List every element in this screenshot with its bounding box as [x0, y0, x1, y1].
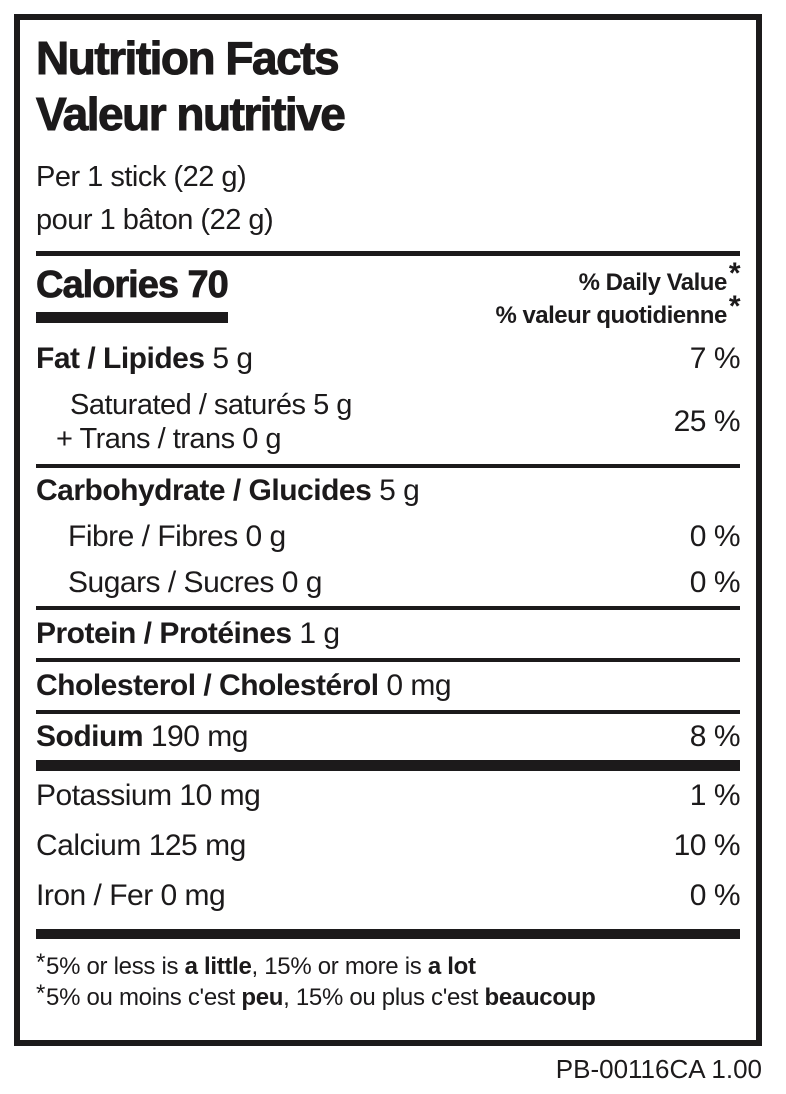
sugars-label: Sugars / Sucres 0 g [68, 566, 322, 599]
spacer [36, 921, 740, 929]
protein-name: Protein / Protéines [36, 617, 292, 650]
daily-value-header: % Daily Value* % valeur quotidienne* [495, 258, 741, 331]
footnote-fr-text: 5% ou moins c'est [46, 984, 242, 1011]
fat-label: Fat / Lipides 5 g [36, 342, 253, 376]
row-saturated-trans: Saturated / saturés 5 g + Trans / trans … [36, 382, 741, 464]
footnote-en-bold-a-little: a little [184, 953, 252, 980]
serving-size-french: pour 1 bâton (22 g) [36, 204, 274, 236]
title-french: Valeur nutritive [36, 88, 347, 141]
sodium-amount: 190 mg [143, 720, 249, 753]
daily-value-header-english: % Daily Value* [495, 258, 741, 298]
row-fat: Fat / Lipides 5 g 7 % [36, 336, 741, 382]
potassium-daily-value: 1 % [689, 779, 741, 812]
iron-label: Iron / Fer 0 mg [36, 879, 226, 912]
sodium-name: Sodium [36, 720, 144, 753]
footnote-fr-bold-peu: peu [241, 984, 284, 1011]
divider-rule [36, 658, 740, 662]
calories-underline-bar [36, 312, 228, 323]
calories-section: Calories 70 % Daily Value* % valeur quot… [36, 258, 741, 331]
saturated-trans-label: Saturated / saturés 5 g + Trans / trans … [56, 388, 352, 456]
cholesterol-name: Cholesterol / Cholestérol [36, 669, 379, 702]
calcium-daily-value: 10 % [673, 829, 741, 862]
divider-rule [36, 251, 740, 256]
fibre-daily-value: 0 % [689, 520, 741, 553]
sodium-label: Sodium 190 mg [36, 720, 248, 754]
potassium-label: Potassium 10 mg [36, 779, 261, 812]
divider-rule [36, 464, 740, 468]
footnote-fr-bold-beaucoup: beaucoup [484, 984, 596, 1011]
saturated-line: Saturated / saturés 5 g [70, 389, 352, 421]
carbohydrate-name: Carbohydrate / Glucides [36, 474, 372, 507]
sodium-daily-value: 8 % [689, 720, 741, 753]
daily-value-header-french: % valeur quotidienne* [495, 291, 740, 331]
asterisk-icon: * [36, 980, 46, 1007]
fat-name: Fat / Lipides [36, 342, 205, 375]
row-carbohydrate: Carbohydrate / Glucides 5 g [36, 468, 740, 514]
carbohydrate-label: Carbohydrate / Glucides 5 g [36, 474, 420, 508]
row-protein: Protein / Protéines 1 g [36, 610, 740, 658]
footnote-english: *5% or less is a little, 15% or more is … [36, 949, 740, 982]
serving-size-english: Per 1 stick (22 g) [36, 161, 247, 193]
calories-value: Calories 70 [36, 264, 230, 307]
divider-rule [36, 710, 740, 714]
footnote: *5% or less is a little, 15% or more is … [36, 949, 740, 1013]
footnote-fr-text: , 15% ou plus c'est [283, 984, 485, 1011]
divider-rule [36, 606, 740, 610]
calcium-label: Calcium 125 mg [36, 829, 246, 862]
serving-size: Per 1 stick (22 g) pour 1 bâton (22 g) [36, 156, 740, 242]
asterisk-icon: * [728, 290, 741, 323]
carbohydrate-amount: 5 g [371, 474, 420, 507]
row-fibre: Fibre / Fibres 0 g 0 % [36, 514, 741, 560]
nutrition-facts-panel: Nutrition Facts Valeur nutritive Per 1 s… [14, 14, 762, 1046]
daily-value-text-fr: % valeur quotidienne [495, 302, 727, 329]
footnote-en-text: 5% or less is [46, 953, 185, 980]
cholesterol-label: Cholesterol / Cholestérol 0 mg [36, 669, 452, 703]
footnote-french: *5% ou moins c'est peu, 15% ou plus c'es… [36, 980, 740, 1013]
panel-title: Nutrition Facts Valeur nutritive [36, 30, 740, 142]
sugars-daily-value: 0 % [689, 566, 741, 599]
footnote-en-bold-a-lot: a lot [427, 953, 476, 980]
asterisk-icon: * [36, 949, 46, 976]
title-english: Nutrition Facts [36, 32, 341, 85]
protein-label: Protein / Protéines 1 g [36, 617, 340, 651]
fat-amount: 5 g [204, 342, 253, 375]
trans-line: + Trans / trans 0 g [56, 423, 282, 455]
row-potassium: Potassium 10 mg 1 % [36, 771, 741, 821]
saturated-trans-daily-value: 25 % [673, 405, 741, 438]
daily-value-text-en: % Daily Value [578, 269, 728, 296]
row-calcium: Calcium 125 mg 10 % [36, 821, 741, 871]
thick-divider-bar [36, 929, 740, 939]
footnote-en-text: , 15% or more is [251, 953, 428, 980]
calories-block: Calories 70 [36, 263, 230, 323]
protein-amount: 1 g [291, 617, 340, 650]
iron-daily-value: 0 % [689, 879, 741, 912]
cholesterol-amount: 0 mg [378, 669, 452, 702]
asterisk-icon: * [728, 257, 741, 290]
fibre-label: Fibre / Fibres 0 g [68, 520, 286, 553]
row-iron: Iron / Fer 0 mg 0 % [36, 871, 741, 921]
row-sodium: Sodium 190 mg 8 % [36, 714, 741, 760]
fat-daily-value: 7 % [689, 342, 741, 375]
row-cholesterol: Cholesterol / Cholestérol 0 mg [36, 662, 740, 710]
row-sugars: Sugars / Sucres 0 g 0 % [36, 560, 741, 606]
thick-divider-bar [36, 760, 740, 771]
product-code: PB-00116CA 1.00 [555, 1054, 762, 1084]
